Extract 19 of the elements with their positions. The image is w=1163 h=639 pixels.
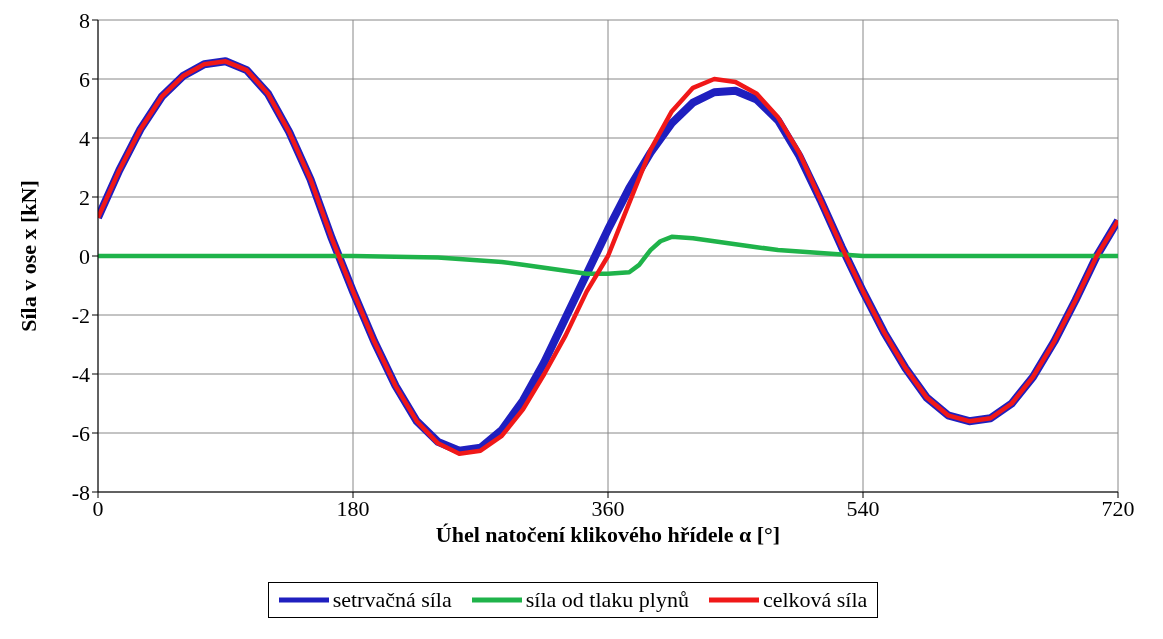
- x-tick-label: 180: [336, 495, 370, 521]
- x-axis-title: Úhel natočení klikového hřídele α [°]: [435, 522, 781, 547]
- x-tick-label: 720: [1101, 495, 1135, 521]
- y-axis-title: Síla v ose x [kN]: [15, 180, 41, 332]
- y-tick-label: -6: [71, 420, 90, 446]
- y-tick-label: 8: [79, 7, 90, 33]
- line-series: [98, 234, 1118, 276]
- legend-label: setrvačná síla: [332, 587, 452, 613]
- y-tick-label: 2: [79, 184, 90, 210]
- legend-label: celková síla: [762, 587, 868, 613]
- y-tick-label: -4: [71, 361, 90, 387]
- y-tick-label: -2: [71, 302, 90, 328]
- x-tick-label: 360: [591, 495, 625, 521]
- y-tick-label: 6: [79, 66, 90, 92]
- y-tick-label: 0: [79, 243, 90, 269]
- legend-label: síla od tlaku plynů: [525, 587, 689, 613]
- x-tick-label: 540: [846, 495, 880, 521]
- y-tick-label: -8: [71, 479, 90, 505]
- y-tick-label: 4: [79, 125, 90, 151]
